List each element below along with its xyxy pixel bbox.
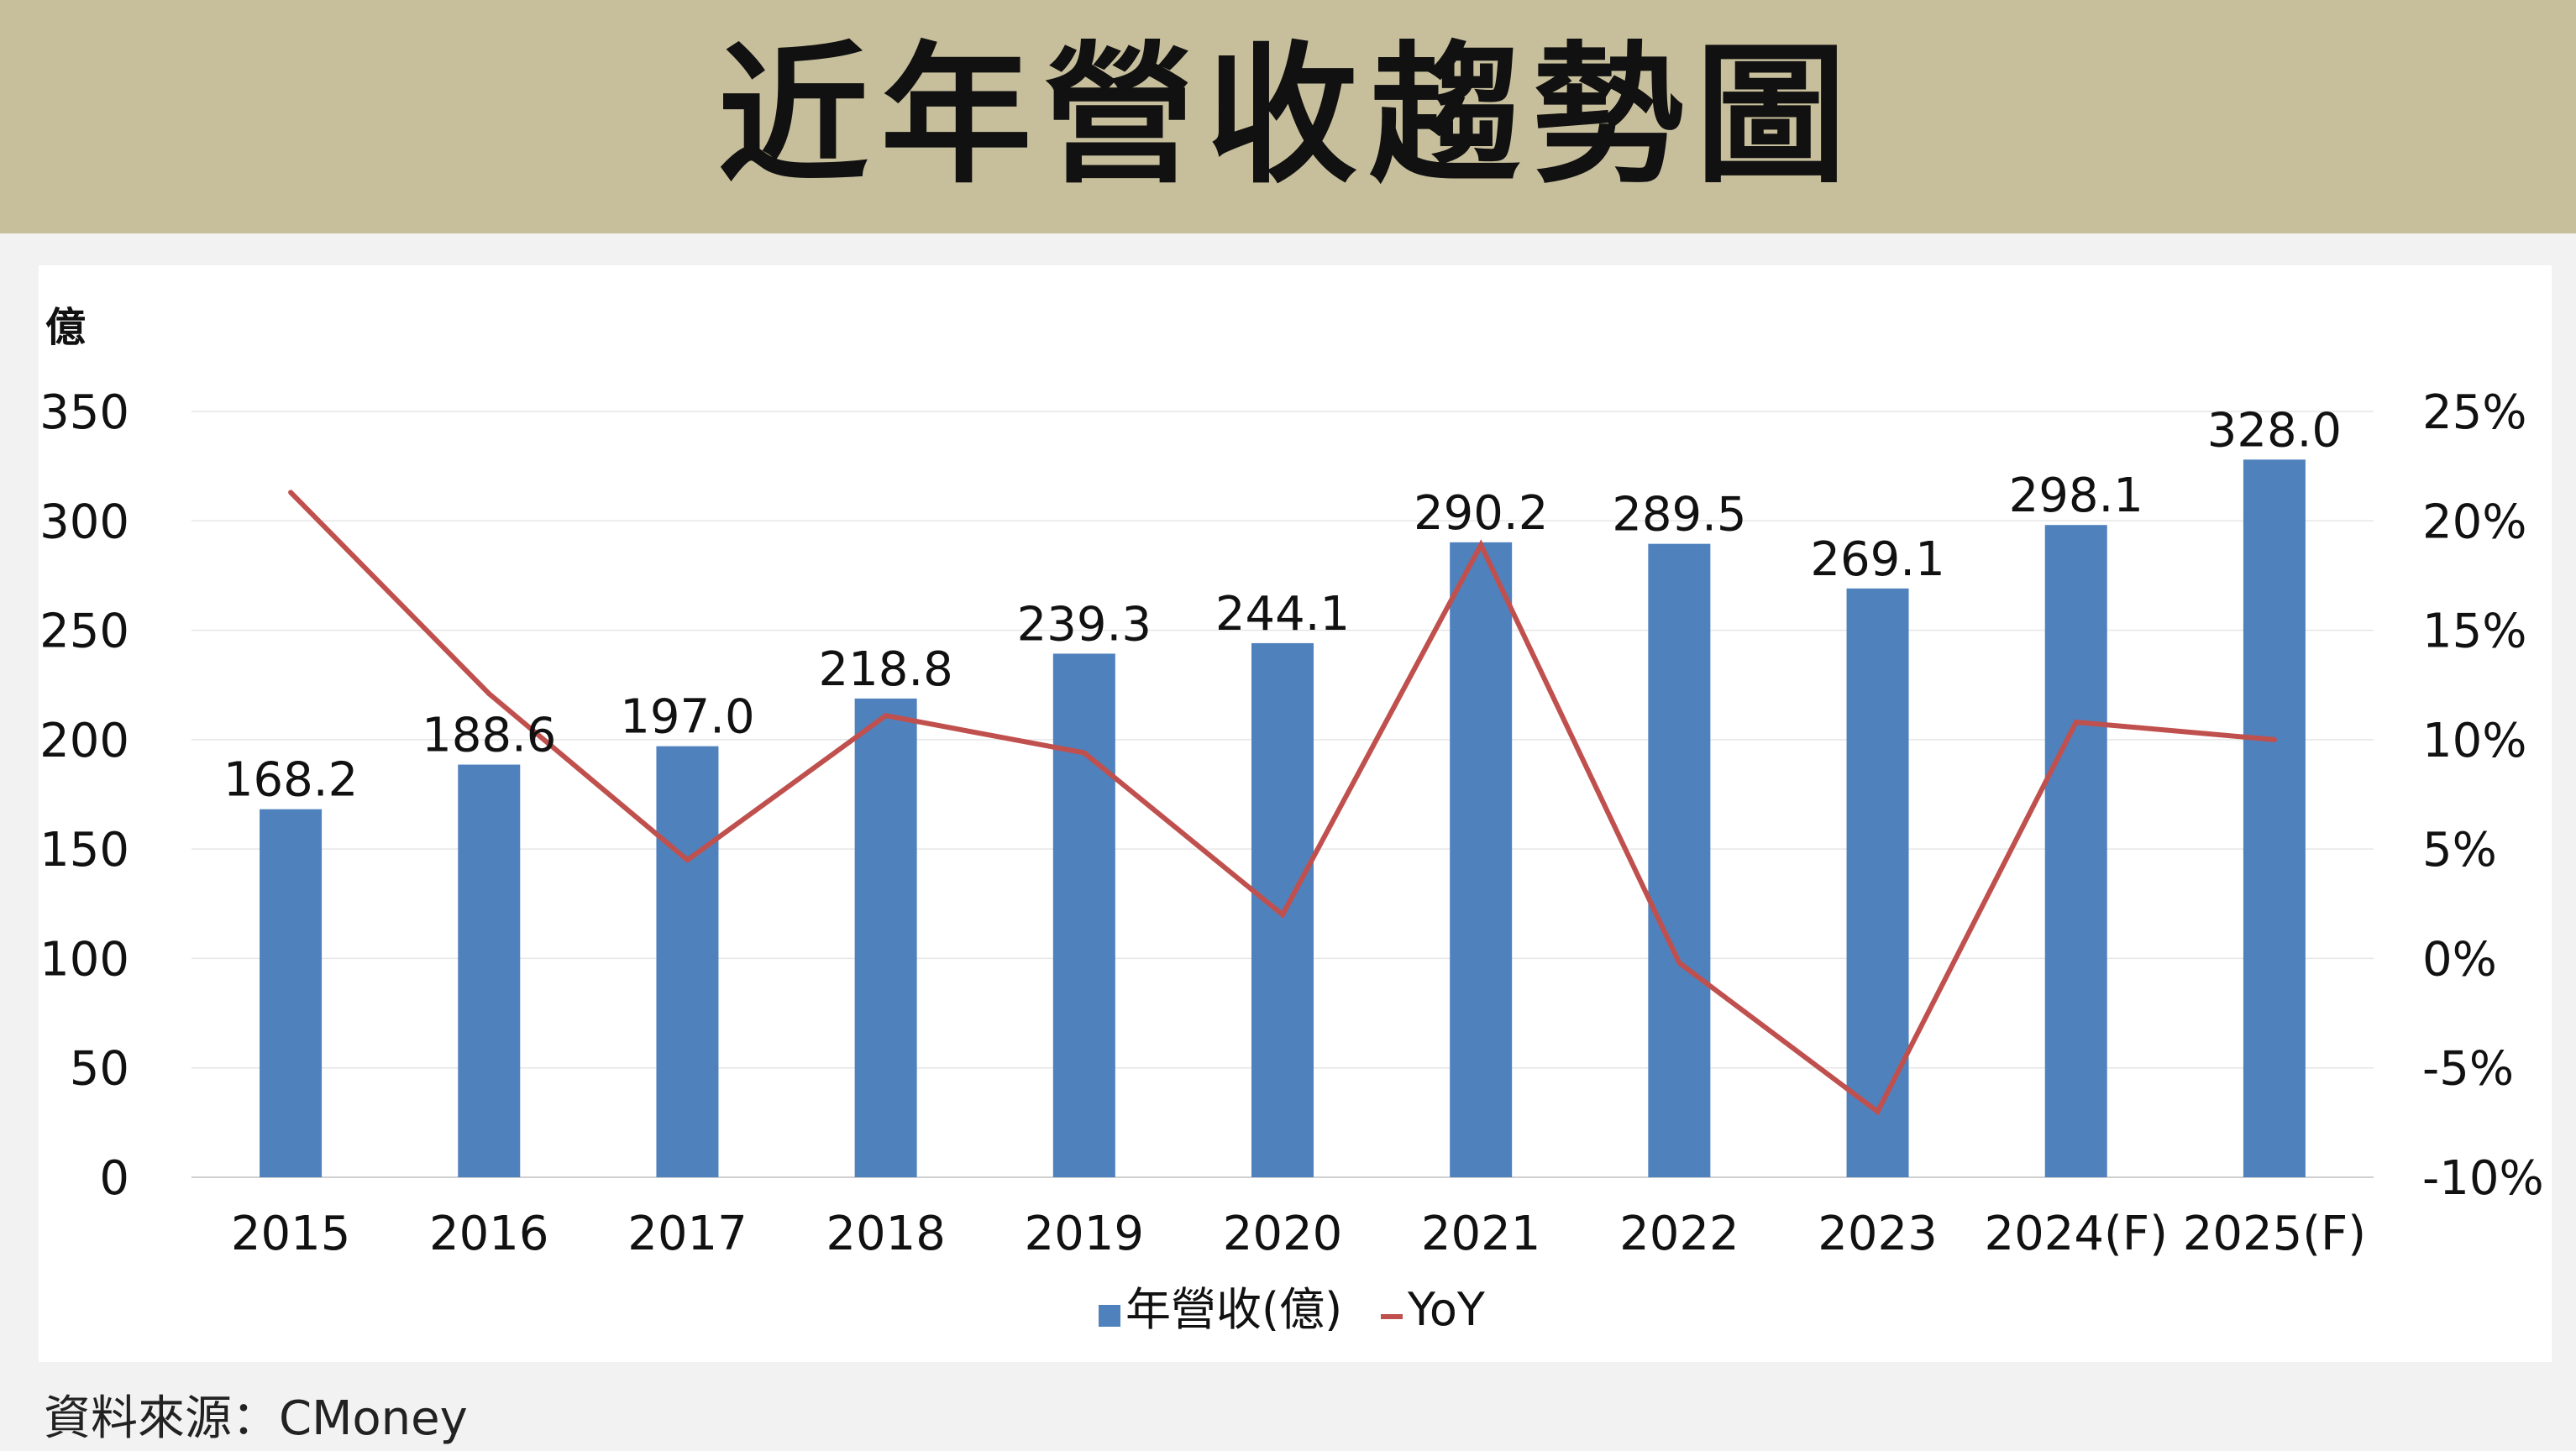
bar bbox=[1846, 588, 1909, 1177]
bar bbox=[458, 764, 521, 1177]
y-tick-label: 100 bbox=[39, 932, 129, 987]
data-label: 269.1 bbox=[1810, 532, 1944, 587]
x-tick-label: 2023 bbox=[1818, 1207, 1938, 1261]
bar bbox=[1450, 542, 1513, 1177]
x-tick-label: 2018 bbox=[826, 1207, 946, 1261]
yoy-point bbox=[1081, 750, 1087, 756]
bar bbox=[1648, 543, 1711, 1177]
legend-bar-swatch bbox=[1099, 1305, 1120, 1327]
x-tick-label: 2022 bbox=[1619, 1207, 1739, 1261]
legend-label: YoY bbox=[1407, 1283, 1486, 1336]
yoy-point bbox=[486, 691, 492, 697]
yoy-point bbox=[2073, 720, 2079, 726]
x-tick-label: 2021 bbox=[1421, 1207, 1541, 1261]
y-tick-label: 50 bbox=[70, 1042, 129, 1097]
x-tick-label: 2017 bbox=[627, 1207, 748, 1261]
x-tick-label: 2015 bbox=[231, 1207, 351, 1261]
y2-tick-label: 20% bbox=[2422, 495, 2526, 549]
data-label: 289.5 bbox=[1612, 488, 1746, 542]
y2-tick-label: -5% bbox=[2422, 1042, 2514, 1097]
yoy-point bbox=[685, 857, 690, 863]
bar bbox=[260, 809, 323, 1177]
y2-tick-label: 25% bbox=[2422, 385, 2526, 440]
data-label: 168.2 bbox=[223, 753, 358, 808]
y-tick-label: 250 bbox=[39, 605, 129, 659]
bar bbox=[2044, 525, 2107, 1177]
source-note: 資料來源：CMoney bbox=[44, 1391, 468, 1446]
y-tick-label: 200 bbox=[39, 714, 129, 768]
x-tick-label: 2025(F) bbox=[2183, 1207, 2366, 1261]
yoy-point bbox=[1676, 960, 1682, 966]
x-tick-label: 2019 bbox=[1025, 1207, 1145, 1261]
y-tick-label: 350 bbox=[39, 385, 129, 440]
title-banner: 近年營收趨勢圖 bbox=[0, 0, 2576, 233]
bar bbox=[656, 746, 719, 1177]
data-label: 328.0 bbox=[2207, 403, 2342, 458]
bar bbox=[2243, 459, 2306, 1177]
y2-tick-label: 0% bbox=[2422, 932, 2497, 987]
y-tick-label: 300 bbox=[39, 495, 129, 549]
revenue-chart: 億 0 50 100 150 200 250 300 350 -10% -5% 0% 5% 10% 15% 2… bbox=[39, 304, 2544, 1336]
bar bbox=[854, 698, 917, 1177]
data-label: 218.8 bbox=[818, 642, 952, 697]
bar bbox=[1052, 653, 1115, 1177]
y2-tick-label: -10% bbox=[2422, 1151, 2544, 1206]
data-label: 188.6 bbox=[422, 709, 556, 763]
data-label: 244.1 bbox=[1215, 587, 1350, 642]
page-title: 近年營收趨勢圖 bbox=[717, 29, 1859, 204]
legend-label: 年營收(億) bbox=[1125, 1283, 1342, 1336]
data-label: 239.3 bbox=[1017, 597, 1152, 652]
yoy-point bbox=[288, 490, 294, 495]
x-tick-label: 2020 bbox=[1223, 1207, 1343, 1261]
data-label: 298.1 bbox=[2009, 469, 2143, 523]
yoy-point bbox=[1478, 542, 1484, 547]
y2-tick-label: 5% bbox=[2422, 823, 2497, 877]
y2-tick-label: 10% bbox=[2422, 714, 2526, 768]
yoy-point bbox=[1280, 912, 1285, 918]
y-axis-title: 億 bbox=[45, 304, 86, 351]
yoy-point bbox=[1875, 1108, 1881, 1114]
yoy-point bbox=[2271, 736, 2277, 742]
data-label: 290.2 bbox=[1414, 486, 1548, 541]
yoy-point bbox=[883, 713, 889, 719]
y-tick-label: 0 bbox=[99, 1151, 129, 1206]
chart-panel: 億 0 50 100 150 200 250 300 350 -10% -5% 0% 5% 10% 15% 2… bbox=[39, 265, 2552, 1362]
x-tick-label: 2024(F) bbox=[1985, 1207, 2168, 1261]
data-label: 197.0 bbox=[620, 690, 754, 745]
x-tick-label: 2016 bbox=[429, 1207, 549, 1261]
y-tick-label: 150 bbox=[39, 823, 129, 877]
y2-tick-label: 15% bbox=[2422, 605, 2526, 659]
